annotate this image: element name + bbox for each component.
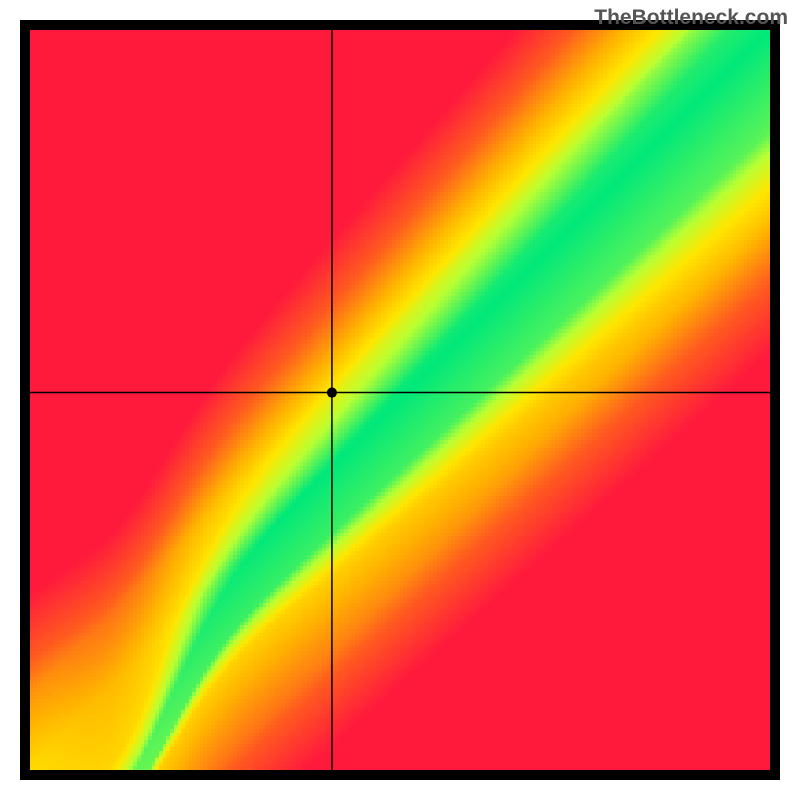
frame-left	[20, 20, 30, 780]
frame-right	[770, 20, 780, 780]
watermark-text: TheBottleneck.com	[594, 6, 788, 30]
crosshair-overlay	[30, 30, 770, 770]
chart-container: { "watermark": { "text": "TheBottleneck.…	[0, 0, 800, 800]
frame-bottom	[20, 770, 780, 780]
